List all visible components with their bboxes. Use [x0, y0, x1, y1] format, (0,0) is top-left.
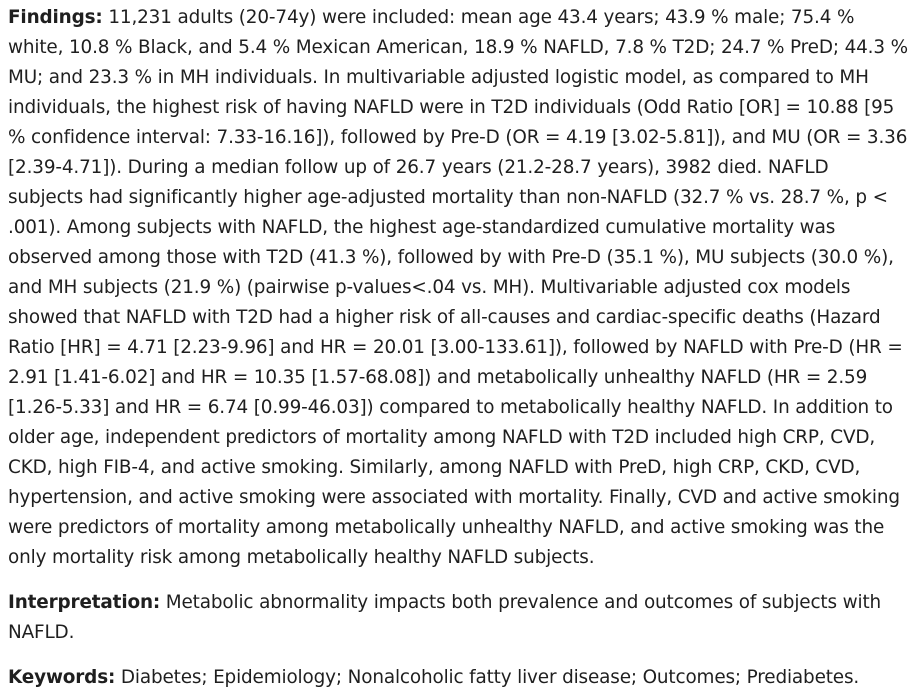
findings-label: Findings: [8, 7, 103, 28]
keywords-label: Keywords: [8, 667, 116, 688]
interpretation-paragraph: Interpretation: Metabolic abnormality im… [8, 588, 908, 648]
interpretation-text: Metabolic abnormality impacts both preva… [8, 592, 882, 643]
findings-text: 11,231 adults (20-74y) were included: me… [8, 7, 908, 568]
abstract-section: Findings: 11,231 adults (20-74y) were in… [8, 3, 908, 693]
keywords-text: Diabetes; Epidemiology; Nonalcoholic fat… [115, 667, 860, 688]
keywords-paragraph: Keywords: Diabetes; Epidemiology; Nonalc… [8, 663, 908, 693]
findings-paragraph: Findings: 11,231 adults (20-74y) were in… [8, 3, 908, 573]
interpretation-label: Interpretation: [8, 592, 161, 613]
